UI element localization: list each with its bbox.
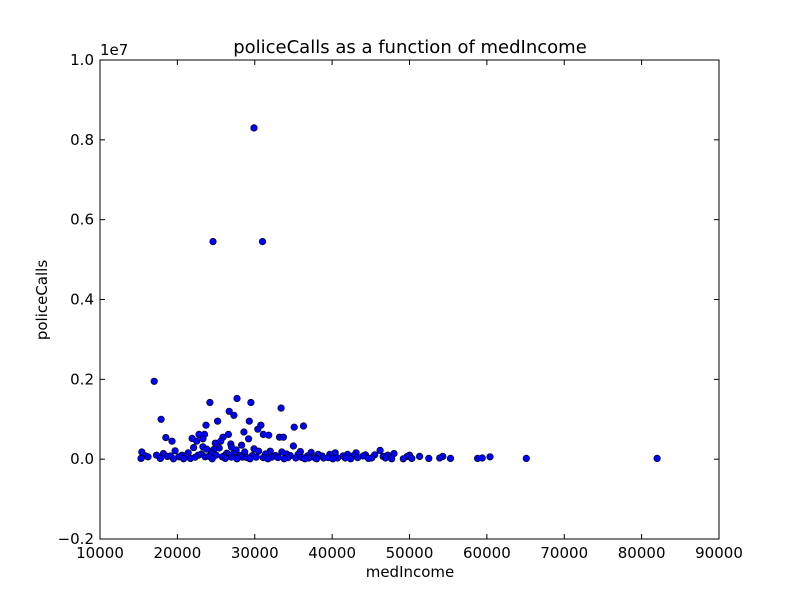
data-point-131 — [156, 454, 164, 463]
data-point-13 — [202, 421, 210, 429]
data-point-132 — [169, 455, 178, 463]
data-point-27 — [162, 434, 170, 442]
data-point-94 — [144, 453, 152, 461]
data-point-40 — [190, 444, 198, 452]
data-point-7 — [277, 404, 285, 412]
data-point-2 — [258, 238, 267, 246]
y-tick-label: 0.2 — [70, 370, 94, 388]
data-point-29 — [199, 435, 207, 443]
data-point-48 — [255, 447, 263, 455]
data-point-136 — [221, 454, 229, 463]
x-tick-label: 70000 — [540, 544, 588, 562]
data-point-8 — [225, 407, 233, 415]
y-axis: −0.2 0.0 0.2 0.4 0.6 0.8 1.0 — [58, 51, 719, 548]
data-point-134 — [186, 454, 195, 463]
data-point-43 — [203, 445, 211, 453]
data-point-146 — [388, 455, 396, 463]
data-point-124 — [436, 454, 444, 462]
data-point-3 — [150, 377, 158, 385]
y-tick-label: 1.0 — [70, 51, 94, 69]
data-point-127 — [478, 454, 486, 462]
data-point-119 — [354, 454, 362, 462]
y-tick-label: 0.8 — [70, 131, 94, 149]
x-tick-label: 30000 — [231, 544, 279, 562]
data-point-1 — [209, 238, 217, 246]
data-point-10 — [157, 415, 165, 423]
data-point-142 — [313, 455, 321, 463]
data-point-137 — [233, 455, 241, 463]
data-point-4 — [233, 394, 241, 403]
data-point-17 — [254, 425, 262, 433]
data-point-9 — [230, 411, 238, 419]
data-point-109 — [274, 454, 282, 462]
x-tick-label: 40000 — [308, 544, 356, 562]
x-tick-label: 60000 — [463, 544, 511, 562]
data-point-0 — [250, 124, 258, 132]
data-point-123 — [425, 454, 433, 463]
data-point-106 — [252, 453, 260, 461]
data-point-31 — [168, 437, 176, 445]
y-tick-label: −0.2 — [58, 530, 94, 548]
y-tick-label: 0.4 — [70, 291, 94, 309]
data-point-47 — [171, 447, 179, 455]
x-axis: 10000 20000 30000 40000 50000 60000 70000 80000… — [76, 60, 743, 562]
plot-area — [137, 124, 661, 463]
data-point-36 — [238, 441, 246, 449]
x-tick-label: 80000 — [618, 544, 666, 562]
data-point-140 — [280, 455, 288, 463]
data-point-18 — [240, 428, 248, 436]
data-point-122 — [408, 454, 416, 463]
data-point-5 — [206, 398, 214, 407]
chart-title: policeCalls as a function of medIncome — [233, 37, 587, 58]
x-tick-label: 90000 — [695, 544, 743, 562]
y-tick-label: 0.6 — [70, 211, 94, 229]
data-point-37 — [289, 442, 298, 450]
data-point-143 — [329, 455, 337, 463]
data-point-139 — [264, 455, 272, 463]
data-point-111 — [292, 454, 300, 462]
data-point-30 — [245, 435, 253, 443]
y-tick-label: 0.0 — [70, 450, 94, 468]
data-point-128 — [522, 454, 530, 463]
data-point-130 — [137, 454, 145, 463]
x-tick-label: 50000 — [386, 544, 434, 562]
data-point-11 — [214, 417, 222, 425]
data-point-32 — [193, 437, 201, 445]
data-point-145 — [364, 454, 373, 463]
data-point-16 — [290, 423, 298, 431]
data-point-23 — [265, 431, 273, 439]
data-point-138 — [246, 455, 254, 463]
data-point-90 — [416, 452, 424, 461]
data-point-147 — [399, 455, 407, 463]
data-point-92 — [486, 453, 494, 461]
data-point-135 — [208, 455, 216, 463]
data-point-6 — [247, 398, 255, 407]
data-point-46 — [376, 446, 384, 455]
y-axis-label: policeCalls — [33, 260, 51, 341]
data-point-144 — [347, 455, 355, 463]
y-axis-multiplier: 1e7 — [100, 41, 128, 59]
data-point-121 — [381, 454, 390, 462]
data-point-15 — [299, 422, 308, 430]
x-tick-label: 10000 — [76, 544, 124, 562]
data-point-125 — [446, 454, 455, 463]
x-axis-label: medIncome — [366, 563, 455, 581]
data-point-12 — [245, 417, 253, 425]
x-tick-label: 20000 — [154, 544, 202, 562]
data-point-26 — [279, 433, 288, 441]
data-point-141 — [301, 455, 309, 463]
data-point-129 — [653, 454, 661, 463]
data-point-133 — [180, 455, 188, 463]
